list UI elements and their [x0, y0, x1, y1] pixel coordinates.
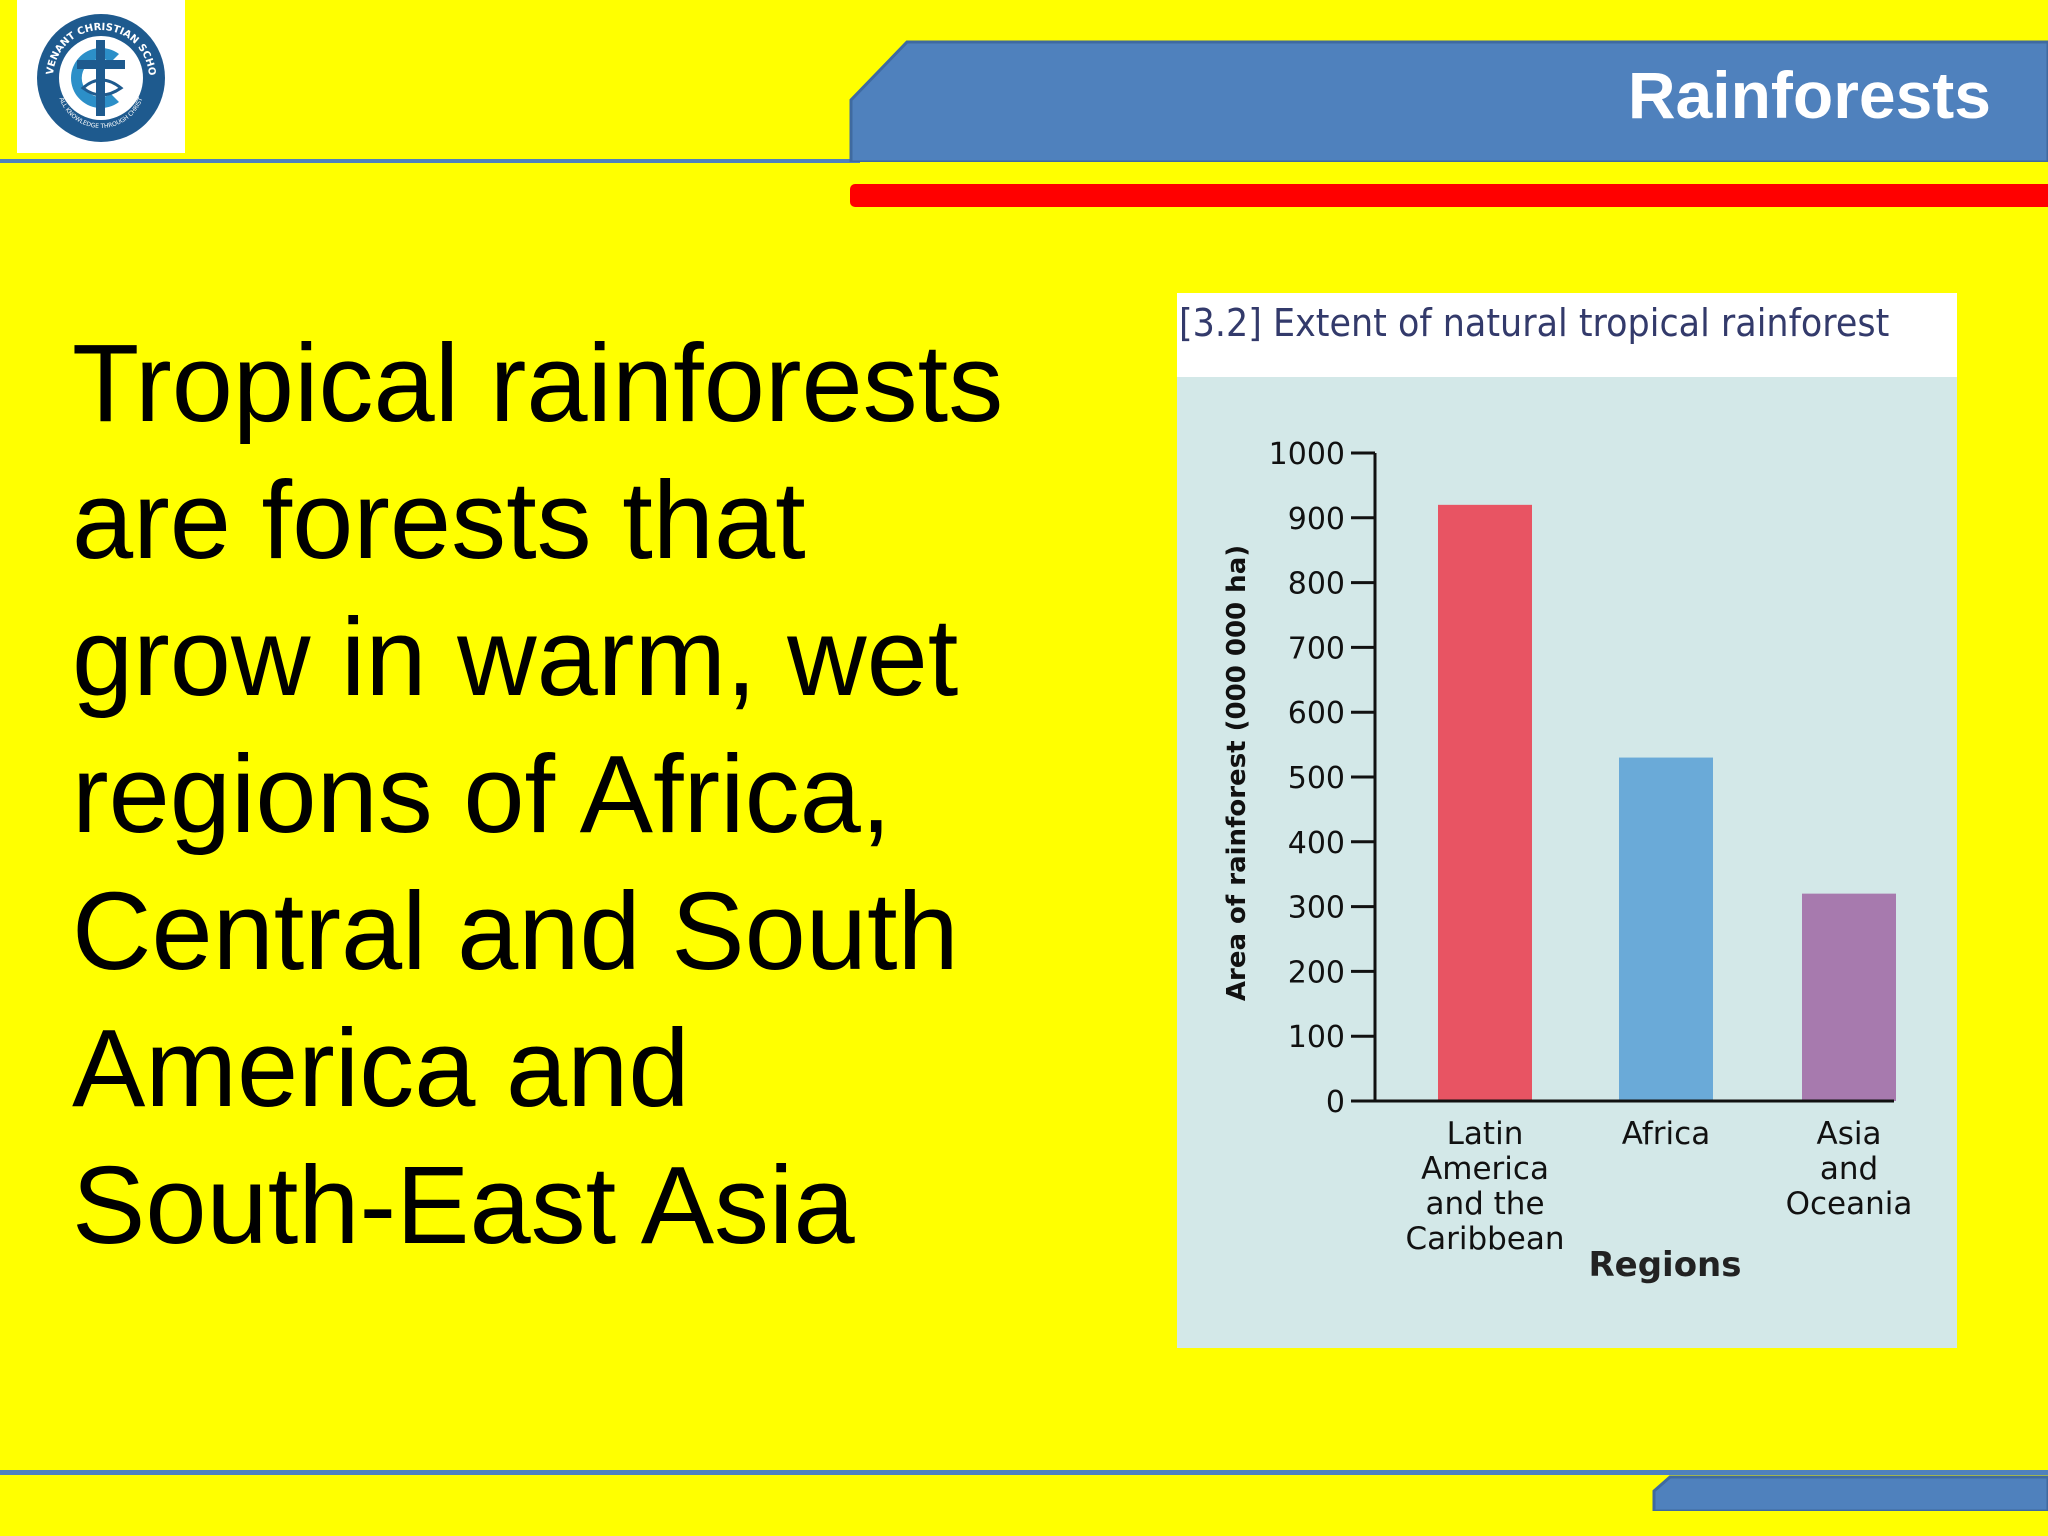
x-tick-label: Latin: [1447, 1116, 1524, 1152]
figure-caption: [3.2] Extent of natural tropical rainfor…: [1179, 301, 1890, 345]
y-tick-label: 200: [1288, 955, 1345, 990]
x-tick-label: America: [1421, 1151, 1549, 1187]
x-tick-label: Oceania: [1786, 1186, 1913, 1222]
accent-bar: [850, 184, 2048, 207]
footer-tab: [1652, 1475, 2048, 1511]
body-line: grow in warm, wet: [72, 596, 959, 719]
x-tick-label: Africa: [1622, 1116, 1710, 1152]
body-line: regions of Africa,: [72, 733, 892, 856]
y-tick-label: 300: [1288, 891, 1345, 926]
footer-divider: [0, 1470, 2048, 1475]
x-tick-label: Asia: [1817, 1116, 1882, 1152]
y-tick-label: 400: [1288, 826, 1345, 861]
body-text: Tropical rainforests are forests that gr…: [72, 315, 1072, 1274]
body-line: are forests that: [72, 459, 806, 582]
y-tick-label: 600: [1288, 696, 1345, 731]
y-tick-label: 1000: [1269, 437, 1345, 472]
slide-title: Rainforests: [1627, 58, 1991, 132]
body-line: Central and South: [72, 870, 959, 993]
x-tick-label: Caribbean: [1405, 1221, 1564, 1257]
y-tick-label: 0: [1326, 1085, 1345, 1120]
y-tick-label: 900: [1288, 502, 1345, 537]
chart-figure: [3.2] Extent of natural tropical rainfor…: [1177, 293, 1957, 1348]
bar-chart-svg: 0 100 200 300 400 500 600 700 800 900 1000 LatinAme…: [1222, 437, 1913, 1285]
y-tick-label: 800: [1288, 567, 1345, 602]
body-line: America and: [72, 1007, 690, 1130]
body-line: South-East Asia: [72, 1144, 855, 1267]
x-tick-label: and the: [1425, 1186, 1544, 1222]
school-logo: COVENANT CHRISTIAN SCHOOL ALL KNOWLEDGE …: [17, 0, 185, 153]
bar: [1438, 504, 1532, 1102]
y-tick-label: 700: [1288, 631, 1345, 666]
y-tick-label: 500: [1288, 761, 1345, 796]
body-line: Tropical rainforests: [72, 322, 1004, 445]
x-axis-label: Regions: [1588, 1245, 1741, 1285]
bar: [1619, 757, 1713, 1101]
y-axis-label: Area of rainforest (000 000 ha): [1222, 545, 1252, 1001]
bar-chart: 0 100 200 300 400 500 600 700 800 900 1000 Latin Ame…: [1177, 377, 1957, 1348]
figure-caption-box: [3.2] Extent of natural tropical rainfor…: [1177, 293, 1957, 377]
bar: [1802, 893, 1896, 1101]
logo-emblem-icon: COVENANT CHRISTIAN SCHOOL ALL KNOWLEDGE …: [33, 10, 165, 142]
x-tick-label: and: [1820, 1151, 1878, 1187]
header-divider: [0, 159, 860, 163]
y-tick-label: 100: [1288, 1020, 1345, 1055]
header-banner: [849, 40, 2048, 162]
